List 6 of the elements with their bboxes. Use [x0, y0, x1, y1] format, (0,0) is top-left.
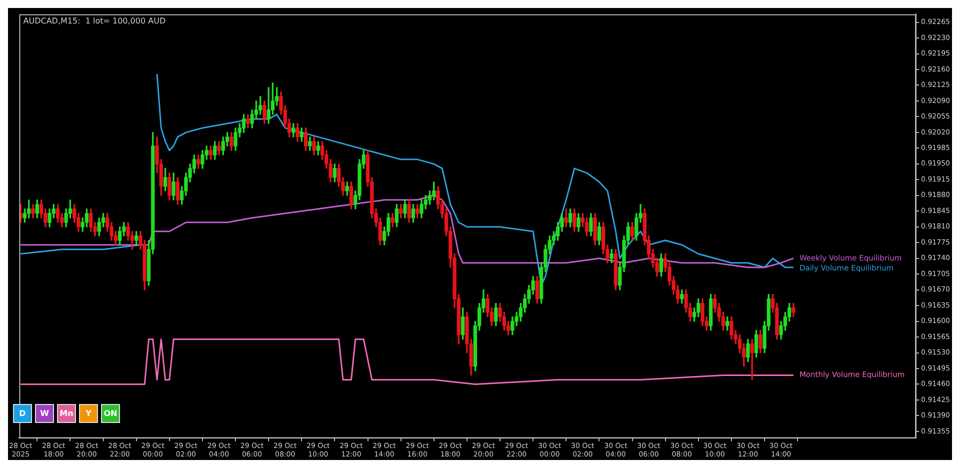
toggle-button: D	[13, 404, 32, 423]
toggle-button: ON	[101, 404, 120, 423]
chart-title: AUDCAD,M15: 1 lot= 100,000 AUD	[23, 16, 166, 26]
toggle-button: Y	[79, 404, 98, 423]
toggle-button: Mn	[57, 404, 76, 423]
toggle-button: W	[35, 404, 54, 423]
